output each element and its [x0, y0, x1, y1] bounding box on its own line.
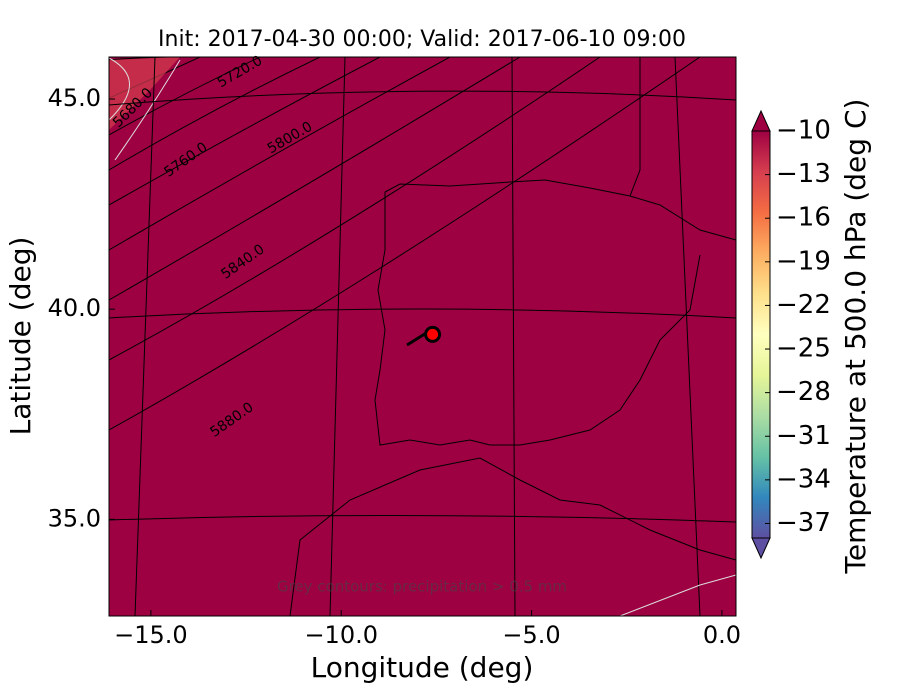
chart-title: Init: 2017-04-30 00:00; Valid: 2017-06-1… — [158, 27, 686, 52]
y-tick-label: 35.0 — [48, 504, 101, 532]
graticule — [109, 57, 736, 616]
x-tick-label: −5.0 — [502, 621, 560, 649]
colorbar-tick-label: −10 — [776, 116, 831, 146]
location-marker — [424, 325, 442, 343]
colorbar-tick-label: −34 — [776, 464, 831, 494]
colorbar-tick-label: −37 — [776, 508, 831, 538]
coastlines — [289, 57, 736, 616]
x-tick-label: −15.0 — [114, 621, 188, 649]
colorbar-label: Temperature at 500.0 hPa (deg C) — [839, 99, 872, 575]
plot-frame — [108, 56, 737, 617]
precip-contours — [109, 57, 181, 161]
map-layers — [109, 57, 736, 616]
colorbar-extend-bottom — [751, 537, 771, 560]
colorbar-tick-label: −25 — [776, 334, 831, 364]
colorbar — [751, 130, 771, 539]
x-tick-label: −10.0 — [304, 621, 378, 649]
colorbar-tick-label: −19 — [776, 246, 831, 276]
colorbar-tick-label: −28 — [776, 377, 831, 407]
y-tick-label: 40.0 — [48, 294, 101, 322]
note: Grey contours: precipitation > 0.5 mm — [277, 578, 567, 596]
x-axis-label: Longitude (deg) — [311, 651, 534, 684]
precip-contours — [619, 574, 736, 616]
colorbar-tick-label: −13 — [776, 159, 831, 189]
colorbar-tick-label: −31 — [776, 421, 831, 451]
colorbar-extend-top — [751, 109, 771, 132]
x-tick-label: 0.0 — [703, 621, 741, 649]
colorbar-tick-label: −16 — [776, 203, 831, 233]
colorbar-tick-label: −22 — [776, 290, 831, 320]
y-axis-label: Latitude (deg) — [4, 237, 37, 436]
y-tick-label: 45.0 — [48, 84, 101, 112]
warm-region — [109, 57, 180, 130]
